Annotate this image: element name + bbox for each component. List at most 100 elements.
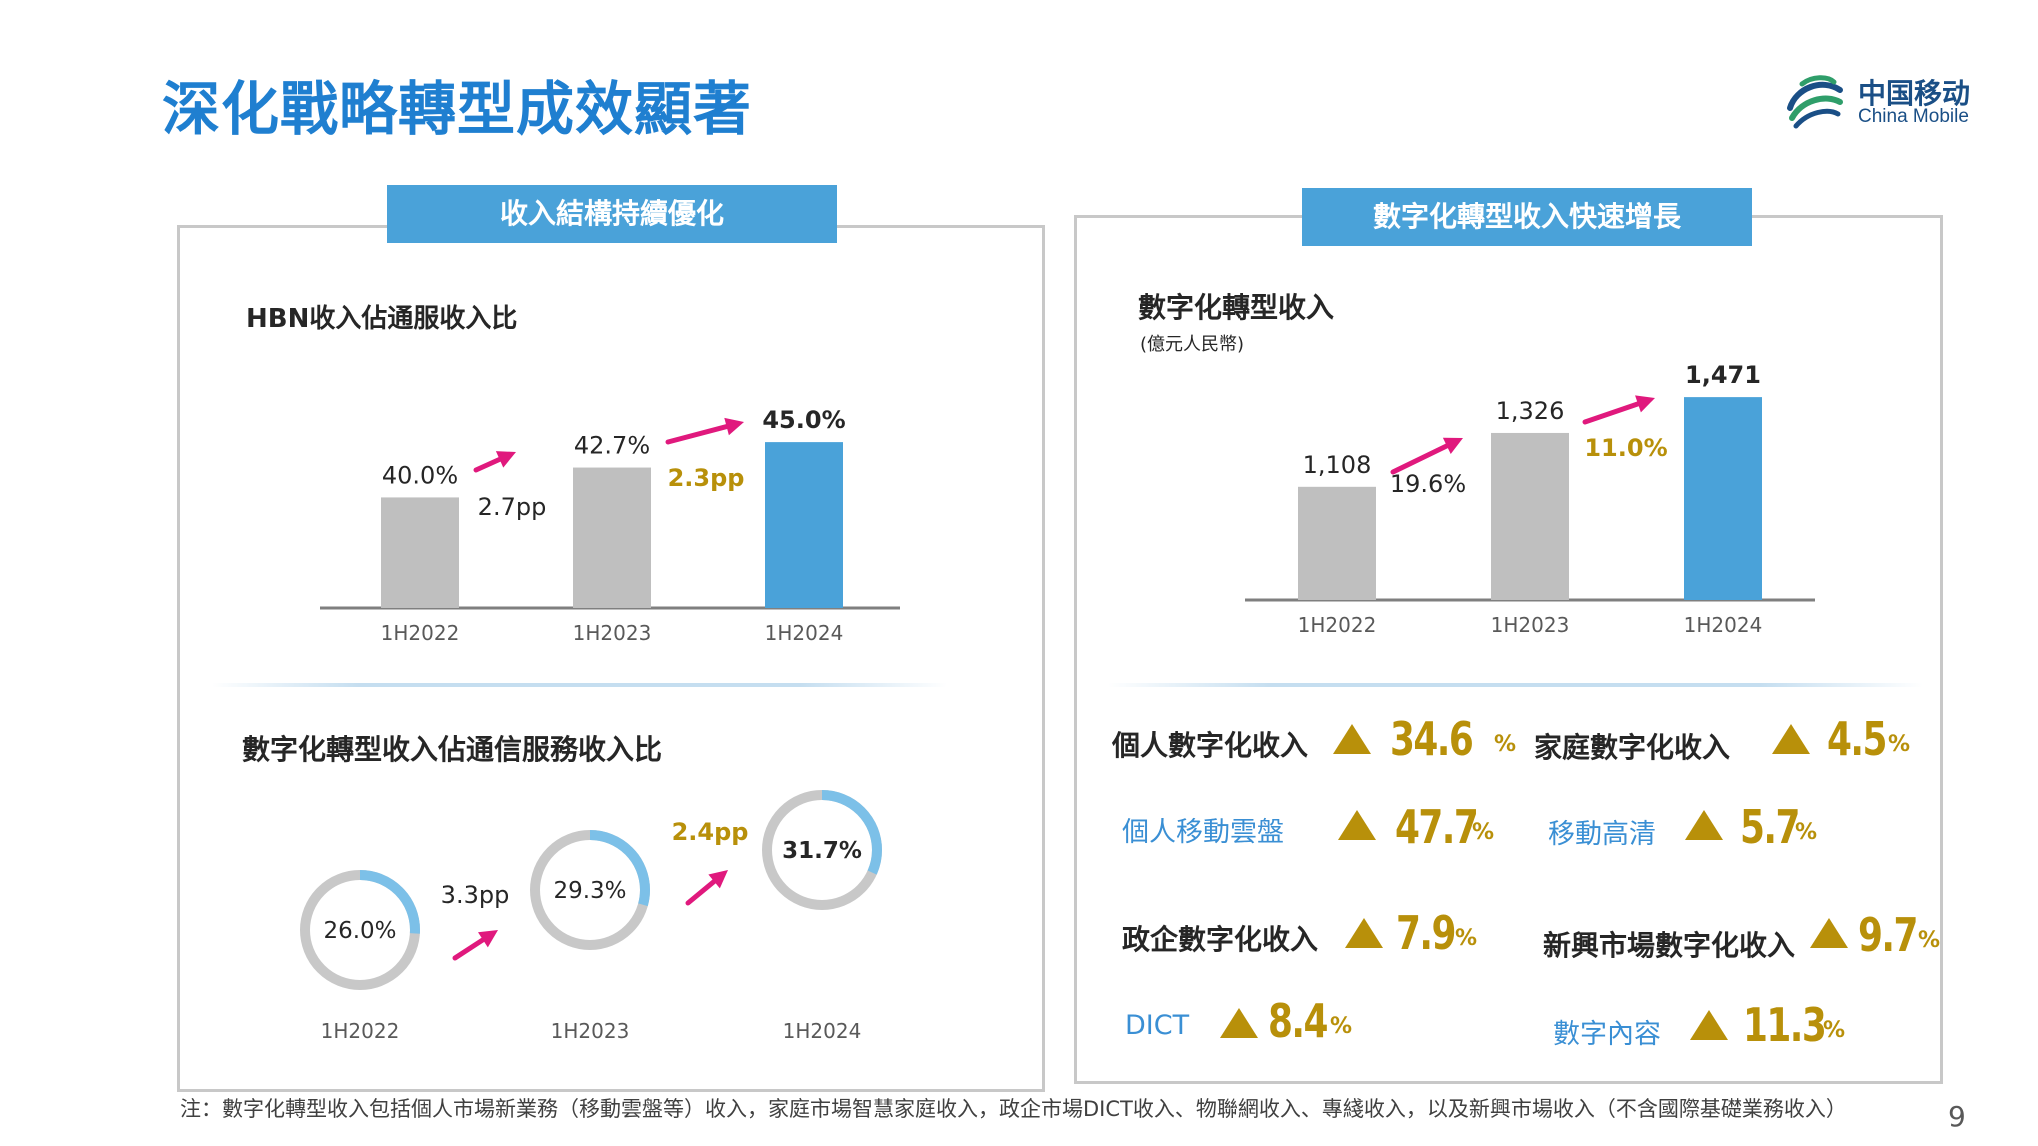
metric-label: 數字內容 xyxy=(1553,1019,1661,1050)
metric-label: 政企數字化收入 xyxy=(1122,923,1319,956)
donut-1H2024: 31.7% xyxy=(762,790,882,910)
value-label: 42.7% xyxy=(574,432,650,460)
growth-arrow-shaft xyxy=(665,424,730,445)
china-mobile-logo: 中国移动 China Mobile xyxy=(1782,68,1992,134)
change-label: 2.7pp xyxy=(478,493,547,521)
growth-arrow xyxy=(473,451,516,473)
unit-note: (億元人民幣) xyxy=(1140,334,1245,355)
metric-percent-sign: % xyxy=(1472,820,1495,845)
donut-1H2022: 26.0% xyxy=(300,870,420,990)
value-label: 40.0% xyxy=(382,461,458,489)
donut-arc xyxy=(530,830,650,950)
digital-transformation-panel xyxy=(1074,215,1943,1084)
value-label: 1,326 xyxy=(1496,397,1565,425)
metric-growth-value: 8.4 xyxy=(1268,994,1328,1048)
donut-category-label: 1H2022 xyxy=(321,1019,400,1043)
metric-growth-value: 47.7 xyxy=(1395,800,1479,854)
growth-arrow xyxy=(1390,437,1463,475)
value-label: 45.0% xyxy=(762,406,845,434)
growth-arrow-head xyxy=(724,417,744,436)
metric-label: 個人移動雲盤 xyxy=(1122,817,1284,848)
growth-arrow-shaft xyxy=(473,456,503,473)
up-triangle-icon xyxy=(1338,810,1376,840)
up-triangle-icon xyxy=(1220,1008,1258,1038)
metric-percent-sign: % xyxy=(1455,926,1478,951)
donut-change-label: 2.4pp xyxy=(672,818,749,846)
right-divider xyxy=(1108,683,1923,687)
change-label: 19.6% xyxy=(1390,470,1466,498)
digital-transformation-header: 數字化轉型收入快速增長 xyxy=(1302,188,1752,246)
up-triangle-icon xyxy=(1810,918,1848,948)
donut-arc xyxy=(762,790,882,910)
digital-share-donut-charts: 26.0% 1H2022 29.3% 1H2023 31.7% 1H2024 3.3pp 2.… xyxy=(300,790,882,1043)
metric-label: 家庭數字化收入 xyxy=(1534,731,1731,764)
bar-1H2024 xyxy=(1684,397,1762,600)
x-tick-label: 1H2024 xyxy=(765,621,844,645)
donut-growth-arrow-shaft xyxy=(685,878,717,906)
left-divider xyxy=(212,683,947,687)
metric-label: 移動高清 xyxy=(1548,819,1656,850)
revenue-structure-header: 收入結構持續優化 xyxy=(387,185,837,243)
logo-chinese-name: 中国移动 xyxy=(1858,77,1971,110)
hbn-share-bar-chart: 40.0% 1H2022 42.7% 1H2023 45.0% 1H2024 2.7pp 2.… xyxy=(320,406,900,645)
x-tick-label: 1H2023 xyxy=(573,621,652,645)
digital-revenue-bar-chart: 1,108 1H2022 1,326 1H2023 1,471 1H2024 19.6% 11… xyxy=(1245,361,1815,637)
metric-growth-value: 4.5 xyxy=(1827,712,1887,766)
bar-1H2024 xyxy=(765,442,843,608)
value-label: 1,471 xyxy=(1685,361,1761,389)
metric-percent-sign: % xyxy=(1823,1018,1846,1043)
metric-percent-sign: % xyxy=(1330,1014,1353,1039)
metric-growth-value: 34.6 xyxy=(1390,712,1474,766)
donut-arc xyxy=(300,870,420,990)
metric-growth-value: 5.7 xyxy=(1740,800,1800,854)
growth-arrow xyxy=(1582,395,1655,425)
donut-growth-arrow xyxy=(685,870,728,906)
up-triangle-icon xyxy=(1333,724,1371,754)
up-triangle-icon xyxy=(1772,724,1810,754)
metric-growth-value: 7.9 xyxy=(1396,906,1456,960)
growth-arrow-head xyxy=(495,451,516,468)
metric-percent-sign: % xyxy=(1918,928,1941,953)
donut-growth-arrow-head xyxy=(478,930,498,948)
x-tick-label: 1H2022 xyxy=(381,621,460,645)
metric-label: DICT xyxy=(1125,1010,1190,1041)
x-tick-label: 1H2024 xyxy=(1684,613,1763,637)
digital-revenue-title: 數字化轉型收入 xyxy=(1138,291,1335,324)
x-tick-label: 1H2022 xyxy=(1298,613,1377,637)
donut-growth-arrow-head xyxy=(708,870,728,889)
donut-category-label: 1H2023 xyxy=(551,1019,630,1043)
growth-arrow-shaft xyxy=(1390,443,1450,475)
donut-change-label: 3.3pp xyxy=(441,881,510,909)
bar-1H2022 xyxy=(1298,486,1376,600)
metric-percent-sign: % xyxy=(1494,732,1517,757)
digital-share-title: 數字化轉型收入佔通信服務收入比 xyxy=(242,733,663,766)
metric-growth-value: 9.7 xyxy=(1858,908,1918,962)
growth-arrow-shaft xyxy=(1582,401,1641,425)
metric-percent-sign: % xyxy=(1795,820,1818,845)
donut-growth-arrow-shaft xyxy=(452,937,486,961)
up-triangle-icon xyxy=(1690,1010,1728,1040)
value-label: 1,108 xyxy=(1303,451,1372,479)
metric-growth-value: 11.3 xyxy=(1743,998,1827,1052)
change-label: 2.3pp xyxy=(668,464,745,492)
metric-percent-sign: % xyxy=(1888,732,1911,757)
up-triangle-icon xyxy=(1685,810,1723,840)
donut-value-label: 31.7% xyxy=(782,838,862,864)
footnote: 注：數字化轉型收入包括個人市場新業務（移動雲盤等）收入，家庭市場智慧家庭收入，政… xyxy=(180,1097,1847,1121)
logo-english-name: China Mobile xyxy=(1858,106,1969,127)
bar-1H2022 xyxy=(381,497,459,608)
bar-1H2023 xyxy=(1491,432,1569,600)
hbn-chart-title: HBN收入佔通服收入比 xyxy=(246,304,518,334)
metric-label: 個人數字化收入 xyxy=(1112,729,1309,762)
growth-arrow xyxy=(665,417,744,445)
page-title: 深化戰略轉型成效顯著 xyxy=(162,75,753,143)
donut-value-label: 26.0% xyxy=(323,918,396,944)
donut-growth-arrow xyxy=(452,930,498,961)
page-number: 9 xyxy=(1948,1100,1966,1133)
up-triangle-icon xyxy=(1345,918,1383,948)
x-tick-label: 1H2023 xyxy=(1491,613,1570,637)
bar-1H2023 xyxy=(573,467,651,608)
change-label: 11.0% xyxy=(1584,434,1667,462)
growth-arrow-head xyxy=(1442,437,1463,454)
metric-label: 新興市場數字化收入 xyxy=(1543,929,1796,962)
